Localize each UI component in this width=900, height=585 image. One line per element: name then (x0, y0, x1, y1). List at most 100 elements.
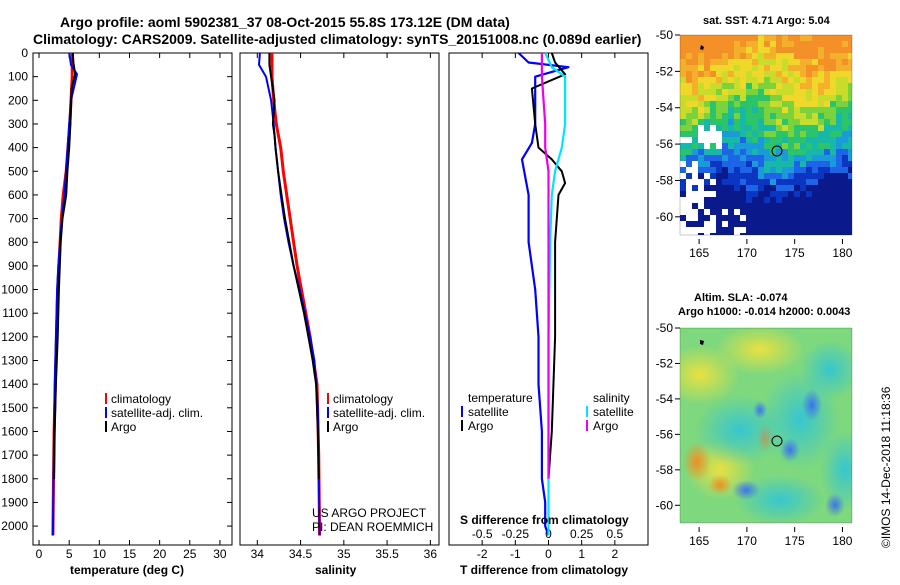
sst-cell (770, 71, 776, 77)
sst-cell (824, 107, 830, 113)
sst-cell (716, 215, 722, 221)
sst-cell (740, 83, 746, 89)
sst-cell (824, 113, 830, 119)
map-x-tick-label: 170 (737, 246, 757, 260)
sst-cell (830, 125, 836, 131)
sst-cell (698, 95, 704, 101)
sst-cell (794, 113, 800, 119)
sst-cell (818, 203, 824, 209)
sst-cell (728, 143, 734, 149)
sst-cell (788, 227, 794, 233)
sst-cell (722, 119, 728, 125)
sst-cell (812, 131, 818, 137)
sst-cell (794, 167, 800, 173)
sst-cell (770, 149, 776, 155)
difference-panel: -2 -1 0 1 2-0.5 -0.25 0 0.25 0.5 S difference fr… (448, 52, 649, 577)
sst-cell (842, 35, 848, 41)
sst-cell (722, 131, 728, 137)
sst-cell (830, 101, 836, 107)
sst-cell (764, 101, 770, 107)
sst-cell (740, 137, 746, 143)
sst-cell (800, 83, 806, 89)
sst-cell (794, 137, 800, 143)
sst-cell (836, 77, 842, 83)
sst-cell (692, 41, 698, 47)
sst-cell (836, 203, 842, 209)
series-line-argo (53, 52, 77, 479)
sst-cell (752, 41, 758, 47)
sst-cell (788, 173, 794, 179)
sst-cell (698, 41, 704, 47)
sst-cell (704, 167, 710, 173)
x-tick-label: 25 (183, 547, 197, 561)
sst-cell (836, 125, 842, 131)
sst-cell (764, 35, 770, 41)
sst-cell (830, 143, 836, 149)
sst-cell (740, 173, 746, 179)
sst-cell (818, 95, 824, 101)
sst-cell (686, 35, 692, 41)
sst-cell (770, 35, 776, 41)
sst-cell (734, 101, 740, 107)
sst-cell (782, 209, 788, 215)
sst-cell (758, 77, 764, 83)
sst-cell (692, 89, 698, 95)
x-tick-label: 36 (424, 547, 438, 561)
sst-cell (728, 149, 734, 155)
sst-cell (812, 149, 818, 155)
sst-cell (692, 143, 698, 149)
sst-cell (842, 89, 848, 95)
sst-cell (836, 221, 842, 227)
sst-cell (824, 143, 830, 149)
sst-cell (848, 215, 852, 221)
sst-cell (710, 89, 716, 95)
sst-cell (776, 215, 782, 221)
sst-cell (788, 137, 794, 143)
pressure-tick-label: 1800 (1, 472, 28, 486)
sst-cell (830, 173, 836, 179)
sst-cell (788, 35, 794, 41)
sst-cell (728, 71, 734, 77)
sst-cell (776, 77, 782, 83)
sst-cell (728, 191, 734, 197)
sst-cell (812, 71, 818, 77)
map-x-tick-label: 175 (785, 246, 805, 260)
sst-cell (806, 83, 812, 89)
sst-cell (806, 137, 812, 143)
sst-cell (722, 191, 728, 197)
sst-cell (782, 59, 788, 65)
series-line-temperature-satellite (517, 52, 570, 536)
sst-cell (812, 173, 818, 179)
sst-cell (818, 143, 824, 149)
sst-cell (830, 161, 836, 167)
sst-cell (830, 203, 836, 209)
sst-cell (836, 155, 842, 161)
x-tick-label: 30 (213, 547, 227, 561)
sst-cell (752, 71, 758, 77)
sst-cell (758, 137, 764, 143)
sla-anomaly (780, 438, 800, 462)
sst-cell (800, 101, 806, 107)
sst-cell (812, 221, 818, 227)
map-frame (679, 34, 853, 236)
sst-cell (740, 41, 746, 47)
sst-cell (698, 221, 704, 227)
sst-cell (734, 221, 740, 227)
sst-cell (710, 83, 716, 89)
sst-cell (758, 41, 764, 47)
sst-cell (710, 149, 716, 155)
sst-cell (770, 125, 776, 131)
sst-cell (728, 227, 734, 233)
sst-cell (764, 131, 770, 137)
sst-cell (806, 95, 812, 101)
sst-cell (812, 137, 818, 143)
sst-cell (818, 233, 824, 235)
salinity-plot-frame (239, 52, 440, 546)
sst-cell (848, 101, 852, 107)
sst-cell (752, 149, 758, 155)
temperature-legend: climatology satellite-adj. clim. Argo (105, 392, 203, 434)
sst-cell (776, 131, 782, 137)
sst-cell (812, 59, 818, 65)
project-credit: US ARGO PROJECT (312, 506, 427, 520)
sst-cell (704, 83, 710, 89)
